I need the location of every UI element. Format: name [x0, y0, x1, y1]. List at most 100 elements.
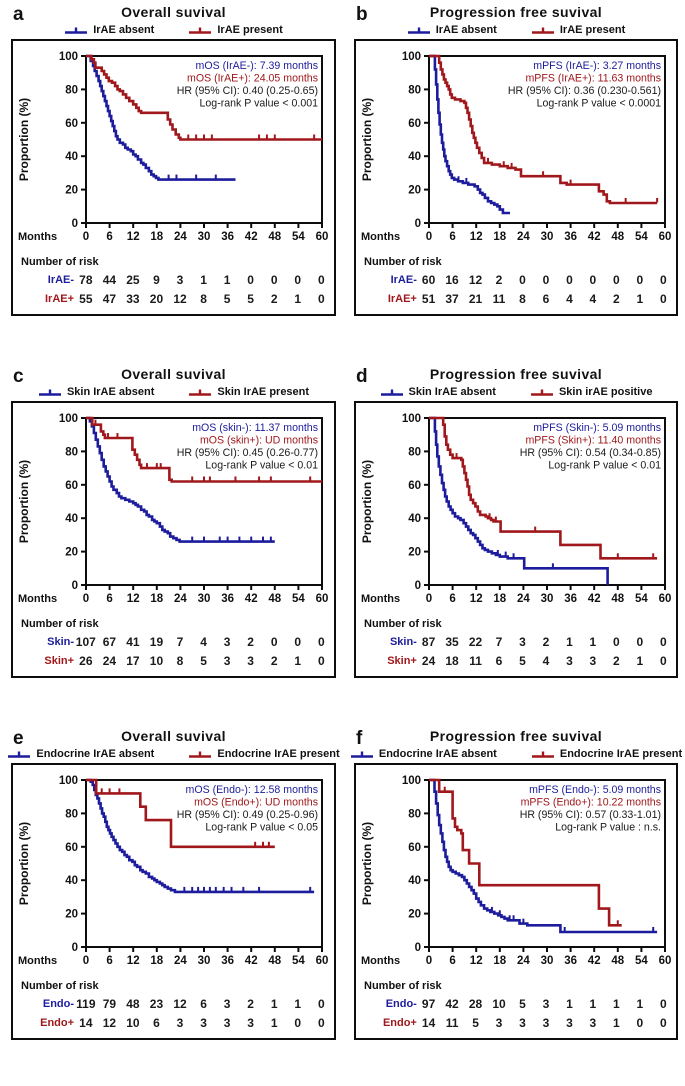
- risk-count: 3: [589, 1015, 597, 1030]
- risk-count: 0: [294, 634, 302, 649]
- panel-title: Progression free suvival: [429, 366, 603, 382]
- risk-count: 10: [126, 1015, 140, 1030]
- legend-label: Skin IrAE absent: [66, 386, 155, 398]
- risk-row: Endo+ 14 12 10 6 3 3 3 3 1 0 0: [14, 1013, 333, 1032]
- legend-label: Endocrine IrAE absent: [378, 748, 497, 760]
- x-tick-label: 60: [316, 593, 329, 605]
- x-tick-label: 54: [292, 231, 305, 243]
- legend-label: IrAE present: [559, 24, 626, 36]
- x-tick-label: 54: [635, 955, 648, 967]
- panel-box: 0 20 40 60 80 100 0 6 12 18 24 30 36 42 48 54 60 Months Pr…: [354, 763, 678, 1040]
- km-curve: [86, 416, 322, 483]
- risk-count: 0: [519, 272, 526, 287]
- risk-count: 24: [102, 653, 117, 668]
- risk-count: 1: [294, 653, 302, 668]
- km-panel-a: a Overall suvival IrAE absent IrAE presen…: [0, 0, 343, 362]
- risk-count: 0: [270, 272, 278, 287]
- risk-table: IrAE- 78 44 25 9 3 1 1 0 0 0 0 IrAE+ 55 47 33 20 12 8 5 5 2 1 0: [14, 270, 333, 308]
- y-tick-label: 40: [408, 875, 421, 887]
- km-curve: [86, 54, 322, 141]
- x-tick-label: 48: [268, 231, 281, 243]
- risk-count: 3: [223, 653, 231, 668]
- x-tick-label: 12: [127, 955, 140, 967]
- panel-letter: a: [13, 4, 24, 25]
- y-tick-label: 20: [408, 909, 421, 921]
- risk-count: 41: [126, 634, 140, 649]
- legend-line-marker: [65, 27, 88, 34]
- km-plot: 0 20 40 60 80 100 0 6 12 18 24 30 36 42 48 54 60 Months Pr…: [360, 413, 671, 605]
- risk-count: 1: [200, 272, 207, 287]
- risk-count: 0: [294, 1015, 302, 1030]
- y-tick-label: 60: [408, 842, 421, 854]
- x-axis-title: Months: [361, 231, 400, 243]
- km-plot: 0 20 40 60 80 100 0 6 12 18 24 30 36 42 48 54 60 Months Pr…: [360, 51, 671, 243]
- annotation-line: Log-rank P value < 0.01: [548, 460, 661, 472]
- risk-row: IrAE- 78 44 25 9 3 1 1 0 0 0 0: [14, 270, 333, 289]
- km-curve: [429, 778, 658, 934]
- risk-row-label: Skin+: [387, 654, 417, 667]
- annotation-line: Log-rank P value < 0.05: [205, 822, 318, 834]
- risk-count: 10: [149, 653, 164, 668]
- risk-count: 7: [495, 634, 503, 649]
- risk-count: 8: [200, 291, 207, 306]
- risk-count: 0: [659, 996, 667, 1011]
- risk-count: 67: [102, 634, 117, 649]
- y-tick-label: 80: [408, 808, 421, 820]
- risk-row: Skin+ 26 24 17 10 8 5 3 3 2 1 0: [14, 651, 333, 670]
- risk-count: 3: [223, 996, 231, 1011]
- risk-count: 0: [589, 272, 597, 287]
- annotation-line: HR (95% CI): 0.54 (0.34-0.85): [520, 447, 661, 459]
- y-tick-label: 40: [408, 513, 421, 525]
- panel-box: 0 20 40 60 80 100 0 6 12 18 24 30 36 42 48 54 60 Months Pr…: [354, 39, 678, 316]
- risk-count: 0: [317, 272, 325, 287]
- y-tick-label: 100: [402, 775, 421, 787]
- risk-count: 2: [270, 291, 278, 306]
- risk-count: 7: [176, 634, 184, 649]
- legend: Endocrine IrAE absent Endocrine IrAE pres…: [350, 748, 682, 760]
- panel-title: Overall suvival: [121, 366, 226, 382]
- annotation-line: mOS (IrAE-): 7.39 months: [196, 60, 318, 72]
- risk-count: 3: [247, 653, 254, 668]
- panel-box: 0 20 40 60 80 100 0 6 12 18 24 30 36 42 48 54 60 Months Pr…: [11, 401, 336, 678]
- risk-count: 0: [317, 634, 325, 649]
- y-tick-label: 20: [408, 185, 421, 197]
- annotation-line: Log-rank P value < 0.01: [205, 460, 318, 472]
- risk-count: 12: [173, 996, 187, 1011]
- panel-title: Overall suvival: [121, 728, 226, 744]
- risk-count: 14: [421, 1015, 436, 1030]
- km-curve: [86, 416, 275, 543]
- legend-line-marker: [189, 751, 212, 758]
- risk-count: 3: [495, 1015, 503, 1030]
- risk-row: Endo- 119 79 48 23 12 6 3 2 1 1 0: [14, 994, 333, 1013]
- legend-item: Endocrine IrAE present: [188, 748, 340, 760]
- risk-count: 0: [659, 272, 667, 287]
- risk-row-label: Endo-: [42, 997, 75, 1010]
- risk-count: 3: [200, 1015, 207, 1030]
- y-tick-label: 20: [408, 547, 421, 559]
- risk-table: Skin- 87 35 22 7 3 2 1 1 0 0 0 Skin+ 24 18 11 6 5 4 3 3 2 1 0: [357, 632, 675, 670]
- legend-line-marker: [8, 751, 31, 758]
- risk-count: 19: [149, 634, 164, 649]
- risk-row: Skin- 107 67 41 19 7 4 3 2 0 0 0: [14, 632, 333, 651]
- risk-count: 8: [519, 291, 526, 306]
- annotation-line: Log-rank P value : n.s.: [555, 822, 661, 834]
- x-tick-label: 12: [127, 231, 140, 243]
- risk-count: 119: [76, 996, 96, 1011]
- y-axis-title: Proportion (%): [17, 98, 31, 181]
- risk-count: 6: [542, 291, 550, 306]
- x-tick-label: 48: [268, 955, 281, 967]
- risk-count: 87: [421, 634, 436, 649]
- km-panel-c: c Overall suvival Skin IrAE absent Skin I…: [0, 362, 343, 724]
- risk-count: 0: [270, 634, 278, 649]
- x-tick-label: 12: [470, 231, 483, 243]
- risk-count: 3: [223, 634, 231, 649]
- risk-table: Skin- 107 67 41 19 7 4 3 2 0 0 0 Skin+ 26 24 17 10 8 5 3 3 2 1…: [14, 632, 333, 670]
- y-tick-label: 0: [415, 218, 421, 230]
- risk-count: 10: [492, 996, 506, 1011]
- km-curve: [429, 778, 622, 927]
- risk-count: 0: [659, 1015, 667, 1030]
- risk-row: IrAE- 60 16 12 2 0 0 0 0 0 0 0: [357, 270, 675, 289]
- legend-label: IrAE present: [217, 24, 283, 36]
- x-tick-label: 24: [174, 231, 187, 243]
- risk-count: 11: [445, 1015, 459, 1030]
